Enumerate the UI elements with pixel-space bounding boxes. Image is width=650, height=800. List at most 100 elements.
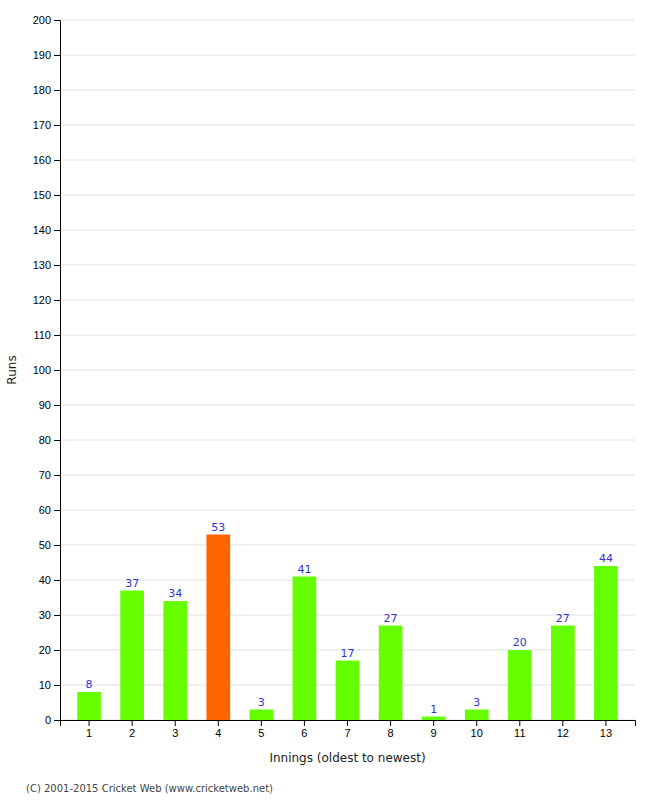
data-label: 20 [513,636,527,649]
tick: 3 [172,720,178,739]
grid-line [60,300,635,301]
grid-line [60,475,635,476]
bar [163,601,187,720]
tick: 2 [129,720,135,739]
tick-mark [54,405,60,406]
tick-label: 100 [33,364,51,376]
tick-label: 170 [33,119,51,131]
bar [422,717,446,721]
tick: 10 [39,679,60,691]
grid-line [60,545,635,546]
tick-mark [54,300,60,301]
tick: 190 [33,49,60,61]
grid-line [60,20,635,21]
tick-label: 4 [215,727,221,739]
bar [465,710,489,721]
tick-mark [605,720,606,726]
tick-label: 40 [39,574,51,586]
grid-line [60,125,635,126]
data-label: 3 [473,696,480,709]
tick: 120 [33,294,60,306]
grid-line [60,615,635,616]
tick: 140 [33,224,60,236]
bar [77,692,101,720]
plot-area: 8373453341172713202744123456789101112130… [33,14,636,739]
tick-mark [132,720,133,726]
tick-mark [476,720,477,726]
tick-mark [54,685,60,686]
tick-label: 140 [33,224,51,236]
tick: 9 [431,720,437,739]
axis-line [61,721,636,727]
grid-line [60,440,635,441]
tick: 40 [39,574,60,586]
tick-label: 5 [258,727,264,739]
bar [594,566,618,720]
tick-label: 120 [33,294,51,306]
tick: 5 [258,720,264,739]
tick-mark [54,720,60,721]
tick: 110 [33,329,60,341]
bar [120,591,144,721]
tick-mark [54,510,60,511]
tick-label: 13 [600,727,612,739]
grid-line [60,335,635,336]
tick-label: 0 [45,714,51,726]
tick: 4 [215,720,221,739]
tick-label: 10 [471,727,483,739]
tick-label: 6 [301,727,307,739]
grid-line [60,160,635,161]
tick-mark [390,720,391,726]
tick: 50 [39,539,60,551]
tick-label: 200 [33,14,51,26]
grid-line [60,55,635,56]
tick-label: 8 [388,727,394,739]
tick: 150 [33,189,60,201]
tick-label: 30 [39,609,51,621]
tick: 80 [39,434,60,446]
data-label: 37 [125,577,139,590]
y-axis-title: Runs [5,355,19,384]
tick-label: 90 [39,399,51,411]
tick-mark [54,55,60,56]
tick-label: 110 [33,329,51,341]
bar [379,626,403,721]
tick: 90 [39,399,60,411]
tick-label: 20 [39,644,51,656]
grid-line [60,370,635,371]
tick-label: 150 [33,189,51,201]
tick: 30 [39,609,60,621]
grid-line [60,405,635,406]
bar [551,626,575,721]
tick-mark [433,720,434,726]
bars [77,535,618,721]
tick-mark [54,370,60,371]
data-label: 44 [599,552,613,565]
tick-label: 130 [33,259,51,271]
tick-label: 9 [431,727,437,739]
tick-mark [261,720,262,726]
tick: 0 [45,714,60,726]
tick: 60 [39,504,60,516]
tick-label: 12 [557,727,569,739]
data-label: 17 [341,647,355,660]
tick-label: 2 [129,727,135,739]
tick: 20 [39,644,60,656]
tick-mark [304,720,305,726]
footer: (C) 2001-2015 Cricket Web (www.cricketwe… [26,783,273,794]
tick-mark [54,335,60,336]
tick: 12 [557,720,569,739]
tick-label: 7 [344,727,350,739]
grid-line [60,265,635,266]
tick-label: 60 [39,504,51,516]
tick-mark [54,440,60,441]
tick: 160 [33,154,60,166]
tick-label: 11 [514,727,525,739]
tick-mark [54,90,60,91]
tick-mark [218,720,219,726]
data-label: 27 [556,612,570,625]
tick-mark [54,160,60,161]
tick: 10 [471,720,483,739]
tick-mark [54,615,60,616]
grid-line [60,510,635,511]
